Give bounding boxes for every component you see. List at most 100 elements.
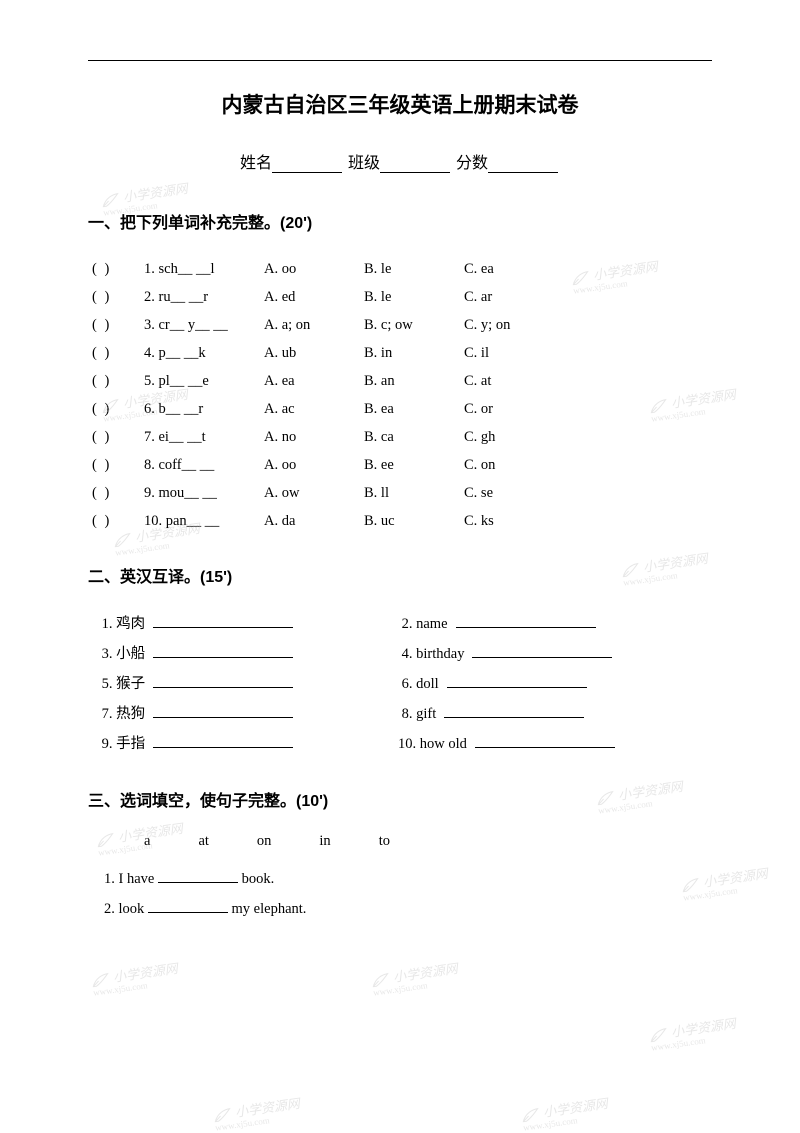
section2-row: 3. 小船 4. birthday bbox=[98, 639, 712, 669]
section3-line: 2. look my elephant. bbox=[104, 894, 712, 924]
section1-row: ( ) 5. pl__ __eA. eaB. anC. at bbox=[92, 367, 712, 395]
section2-row: 7. 热狗 8. gift bbox=[98, 699, 712, 729]
watermark-text: 小学资源网 bbox=[112, 961, 178, 985]
q2-right-blank[interactable] bbox=[456, 612, 596, 628]
section2-grid: 1. 鸡肉 2. name 3. 小船 4. birthday 5. 猴子 6.… bbox=[98, 609, 712, 759]
watermark-text: 小学资源网 bbox=[234, 1096, 300, 1120]
answer-paren[interactable]: ( ) bbox=[92, 283, 144, 311]
answer-paren[interactable]: ( ) bbox=[92, 311, 144, 339]
answer-paren[interactable]: ( ) bbox=[92, 395, 144, 423]
option-a: A. a; on bbox=[264, 311, 364, 339]
option-a: A. oo bbox=[264, 451, 364, 479]
watermark: 小学资源网www.xj5u.com bbox=[520, 1093, 610, 1133]
answer-paren[interactable]: ( ) bbox=[92, 507, 144, 535]
section2-heading: 二、英汉互译。(15') bbox=[88, 563, 712, 587]
q2-right-blank[interactable] bbox=[475, 732, 615, 748]
name-blank[interactable] bbox=[272, 155, 342, 173]
option-a: A. no bbox=[264, 423, 364, 451]
option-c: C. ks bbox=[464, 507, 564, 535]
wordbank-word: at bbox=[198, 833, 208, 849]
section3-heading: 三、选词填空，使句子完整。(10') bbox=[88, 787, 712, 811]
wordbank-word: in bbox=[319, 833, 330, 849]
section2-right-cell: 8. gift bbox=[398, 699, 698, 729]
class-label: 班级 bbox=[348, 155, 380, 172]
option-c: C. at bbox=[464, 367, 564, 395]
q2-right-blank[interactable] bbox=[447, 672, 587, 688]
word-stem: 10. pan__ __ bbox=[144, 507, 264, 535]
q2-right-blank[interactable] bbox=[472, 642, 612, 658]
option-a: A. ea bbox=[264, 367, 364, 395]
option-c: C. ea bbox=[464, 255, 564, 283]
q2-left-blank[interactable] bbox=[153, 672, 293, 688]
word-stem: 9. mou__ __ bbox=[144, 479, 264, 507]
section1-heading: 一、把下列单词补充完整。(20') bbox=[88, 209, 712, 233]
q2-left-label: 3. 小船 bbox=[98, 639, 145, 669]
q2-left-label: 7. 热狗 bbox=[98, 699, 145, 729]
section2-row: 9. 手指10. how old bbox=[98, 729, 712, 759]
q2-left-blank[interactable] bbox=[153, 612, 293, 628]
student-info-line: 姓名 班级 分数 bbox=[88, 149, 712, 173]
class-blank[interactable] bbox=[380, 155, 450, 173]
q2-left-label: 5. 猴子 bbox=[98, 669, 145, 699]
section2-left-cell: 7. 热狗 bbox=[98, 699, 398, 729]
option-a: A. ac bbox=[264, 395, 364, 423]
fill-blank[interactable] bbox=[148, 899, 228, 913]
q2-left-blank[interactable] bbox=[153, 642, 293, 658]
option-a: A. ed bbox=[264, 283, 364, 311]
section1-rows: ( ) 1. sch__ __lA. ooB. leC. ea( ) 2. ru… bbox=[92, 255, 712, 535]
section1-row: ( ) 6. b__ __rA. acB. eaC. or bbox=[92, 395, 712, 423]
option-a: A. oo bbox=[264, 255, 364, 283]
watermark-url: www.xj5u.com bbox=[93, 976, 181, 998]
section2-right-cell: 10. how old bbox=[398, 729, 698, 759]
answer-paren[interactable]: ( ) bbox=[92, 255, 144, 283]
section3-lines: 1. I have book. 2. look my elephant. bbox=[104, 864, 712, 924]
option-c: C. ar bbox=[464, 283, 564, 311]
option-b: B. c; ow bbox=[364, 311, 464, 339]
option-b: B. ea bbox=[364, 395, 464, 423]
answer-paren[interactable]: ( ) bbox=[92, 423, 144, 451]
option-a: A. da bbox=[264, 507, 364, 535]
q2-left-label: 1. 鸡肉 bbox=[98, 609, 145, 639]
q2-right-label: 2. name bbox=[398, 609, 448, 639]
watermark: 小学资源网www.xj5u.com bbox=[370, 958, 460, 998]
section2-right-cell: 6. doll bbox=[398, 669, 698, 699]
section3-line: 1. I have book. bbox=[104, 864, 712, 894]
watermark-url: www.xj5u.com bbox=[651, 1031, 739, 1053]
word-stem: 8. coff__ __ bbox=[144, 451, 264, 479]
name-label: 姓名 bbox=[240, 155, 272, 172]
option-b: B. ee bbox=[364, 451, 464, 479]
answer-paren[interactable]: ( ) bbox=[92, 479, 144, 507]
answer-paren[interactable]: ( ) bbox=[92, 367, 144, 395]
option-b: B. in bbox=[364, 339, 464, 367]
word-stem: 7. ei__ __t bbox=[144, 423, 264, 451]
option-c: C. gh bbox=[464, 423, 564, 451]
q2-left-blank[interactable] bbox=[153, 702, 293, 718]
fill-blank[interactable] bbox=[158, 869, 238, 883]
page-title: 内蒙古自治区三年级英语上册期末试卷 bbox=[88, 89, 712, 119]
wordbank-word: to bbox=[379, 833, 390, 849]
q2-right-blank[interactable] bbox=[444, 702, 584, 718]
q2-right-label: 6. doll bbox=[398, 669, 439, 699]
option-b: B. le bbox=[364, 255, 464, 283]
section2-left-cell: 5. 猴子 bbox=[98, 669, 398, 699]
option-a: A. ow bbox=[264, 479, 364, 507]
answer-paren[interactable]: ( ) bbox=[92, 339, 144, 367]
watermark: 小学资源网www.xj5u.com bbox=[212, 1093, 302, 1133]
answer-paren[interactable]: ( ) bbox=[92, 451, 144, 479]
wordbank-word: a bbox=[144, 833, 150, 849]
q2-right-label: 8. gift bbox=[398, 699, 436, 729]
option-c: C. se bbox=[464, 479, 564, 507]
score-blank[interactable] bbox=[488, 155, 558, 173]
section1-row: ( )10. pan__ __A. daB. ucC. ks bbox=[92, 507, 712, 535]
section2-row: 1. 鸡肉 2. name bbox=[98, 609, 712, 639]
option-b: B. ca bbox=[364, 423, 464, 451]
section1-row: ( ) 3. cr__ y__ __A. a; onB. c; owC. y; … bbox=[92, 311, 712, 339]
word-stem: 5. pl__ __e bbox=[144, 367, 264, 395]
score-label: 分数 bbox=[456, 155, 488, 172]
word-stem: 6. b__ __r bbox=[144, 395, 264, 423]
word-stem: 2. ru__ __r bbox=[144, 283, 264, 311]
section2-row: 5. 猴子 6. doll bbox=[98, 669, 712, 699]
q2-left-blank[interactable] bbox=[153, 732, 293, 748]
option-c: C. y; on bbox=[464, 311, 564, 339]
watermark-url: www.xj5u.com bbox=[115, 536, 203, 558]
